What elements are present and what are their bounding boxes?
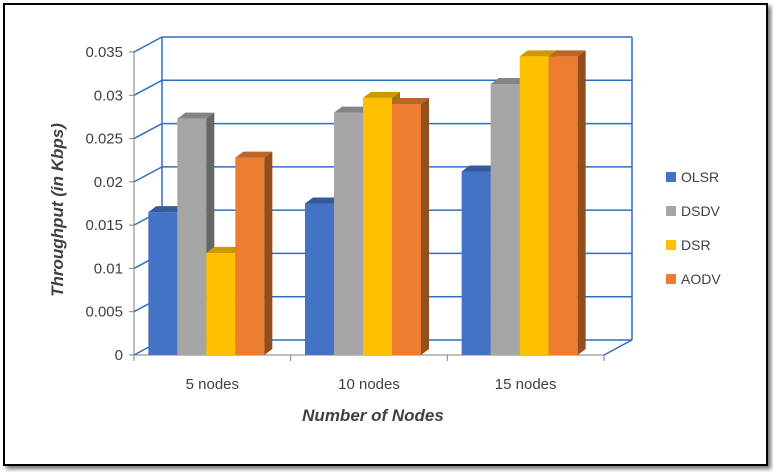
bar-front — [148, 212, 178, 355]
legend-swatch — [666, 206, 676, 216]
legend-swatch — [666, 172, 676, 182]
bar-front — [235, 157, 265, 355]
x-tick-label: 10 nodes — [338, 376, 400, 393]
y-tick-label: 0.03 — [94, 87, 123, 104]
bar-aodv — [392, 97, 429, 355]
bar-top — [392, 97, 429, 104]
gridline-diagonal — [133, 122, 163, 140]
legend-label: DSR — [681, 237, 711, 253]
bar-top — [363, 91, 400, 98]
legend: OLSR DSDV DSR AODV — [666, 169, 721, 287]
bar-side — [421, 97, 429, 355]
legend-item-aodv: AODV — [666, 271, 721, 287]
x-tick-label: 5 nodes — [186, 376, 239, 393]
bar-top — [305, 197, 342, 204]
legend-swatch — [666, 240, 676, 250]
bar-side — [577, 50, 586, 355]
bar-top — [177, 112, 215, 119]
legend-swatch — [666, 274, 676, 284]
legend-label: AODV — [681, 271, 721, 287]
bar-top — [490, 78, 528, 85]
bar-top — [148, 206, 186, 213]
bar-front — [334, 112, 363, 355]
gridline-diagonal — [133, 79, 163, 96]
y-tick-label: 0.02 — [94, 174, 123, 191]
bar-top — [461, 165, 499, 172]
floor-edge — [603, 339, 633, 356]
bar-front — [363, 97, 392, 355]
bar-front — [519, 56, 549, 355]
y-tick-label: 0 — [115, 347, 123, 364]
x-axis-title: Number of Nodes — [302, 406, 444, 425]
bar-front — [392, 103, 421, 355]
y-tick-label: 0.005 — [85, 304, 123, 321]
y-tick-label: 0.025 — [85, 131, 123, 148]
x-tick-label: 15 nodes — [495, 376, 557, 393]
bar-side — [264, 151, 273, 355]
bar-front — [305, 203, 334, 355]
bar-front — [461, 171, 491, 355]
y-tick-label: 0.035 — [85, 44, 123, 61]
bar-top — [548, 50, 586, 57]
legend-item-dsdv: DSDV — [666, 203, 721, 219]
y-tick-label: 0.01 — [94, 260, 123, 277]
tick-labels: 0 0.005 0.01 0.015 0.02 0.025 0.03 0.035 5 nodes… — [85, 44, 556, 393]
gridline-diagonal — [133, 36, 163, 53]
bar-top — [235, 151, 273, 158]
legend-label: DSDV — [681, 203, 721, 219]
bar-front — [548, 56, 578, 355]
bar-front — [490, 84, 520, 355]
gridline-diagonal — [133, 166, 163, 183]
bar-front — [177, 118, 207, 355]
bar-dsdv — [177, 112, 215, 355]
bar-aodv — [235, 151, 273, 355]
bar-top — [519, 50, 557, 57]
y-tick-label: 0.015 — [85, 217, 123, 234]
bar-aodv — [548, 50, 586, 355]
y-axis-title: Throughput (in Kbps) — [48, 123, 67, 297]
legend-item-dsr: DSR — [666, 237, 711, 253]
bars-layer — [148, 50, 586, 355]
bar-front — [206, 252, 236, 355]
legend-label: OLSR — [681, 169, 719, 185]
bar-top — [206, 246, 244, 253]
legend-item-olsr: OLSR — [666, 169, 719, 185]
bar-top — [334, 106, 371, 113]
